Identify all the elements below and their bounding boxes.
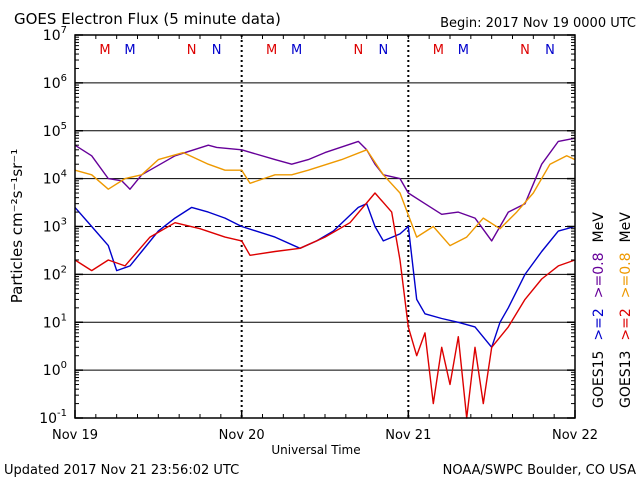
series-layer bbox=[74, 137, 576, 419]
right-legend: GOES15>=2>=0.8MeV GOES13>=2>=0.8MeV bbox=[591, 212, 634, 408]
day-marker-label: M bbox=[458, 43, 469, 58]
series-line-goes15-0-8-mev bbox=[74, 137, 576, 242]
day-marker-label: M bbox=[291, 43, 302, 58]
x-axis-ticks: Nov 19 Nov 20 Nov 21 Nov 22 bbox=[52, 35, 598, 443]
series-line-goes13-0-8-mev bbox=[74, 149, 576, 247]
day-marker-label: N bbox=[520, 43, 530, 58]
day-marker-label: N bbox=[353, 43, 363, 58]
legend-group-goes15: GOES15>=2>=0.8MeV bbox=[591, 212, 607, 408]
day-marker-label: M bbox=[124, 43, 135, 58]
legend-group-goes13: GOES13>=2>=0.8MeV bbox=[618, 212, 634, 408]
y-axis-label: Particles cm⁻²s⁻¹sr⁻¹ bbox=[8, 149, 26, 303]
y-tick-label: 107 bbox=[43, 25, 67, 44]
day-marker-label: N bbox=[187, 43, 197, 58]
y-tick-label: 103 bbox=[43, 217, 67, 236]
x-tick-label: Nov 19 bbox=[52, 428, 98, 443]
chart-subtitle: Begin: 2017 Nov 19 0000 UTC bbox=[440, 16, 636, 31]
y-axis-ticks: 107 106 105 104 103 102 101 100 10-1 bbox=[39, 25, 575, 427]
y-tick-label: 100 bbox=[43, 360, 67, 379]
y-tick-label: 101 bbox=[43, 312, 67, 331]
day-marker-label: N bbox=[378, 43, 388, 58]
day-marker-label: N bbox=[545, 43, 555, 58]
series-line-goes13-2-mev bbox=[74, 192, 576, 419]
chart-title: GOES Electron Flux (5 minute data) bbox=[14, 10, 281, 28]
x-axis-label: Universal Time bbox=[271, 443, 360, 457]
day-marker-label: M bbox=[266, 43, 277, 58]
y-tick-label: 105 bbox=[43, 121, 67, 140]
footer-updated: Updated 2017 Nov 21 23:56:02 UTC bbox=[4, 463, 239, 478]
y-tick-label: 104 bbox=[43, 169, 67, 188]
x-tick-label: Nov 20 bbox=[219, 428, 265, 443]
day-marker-label: M bbox=[99, 43, 110, 58]
footer-credit: NOAA/SWPC Boulder, CO USA bbox=[443, 463, 636, 478]
y-tick-label: 102 bbox=[43, 264, 67, 283]
day-marker-label: N bbox=[212, 43, 222, 58]
day-marker-label: M bbox=[433, 43, 444, 58]
y-tick-label: 106 bbox=[43, 73, 67, 92]
x-tick-label: Nov 22 bbox=[552, 428, 598, 443]
series-line-goes15-2-mev bbox=[74, 202, 576, 348]
y-tick-label: 10-1 bbox=[39, 408, 67, 427]
x-tick-label: Nov 21 bbox=[385, 428, 431, 443]
